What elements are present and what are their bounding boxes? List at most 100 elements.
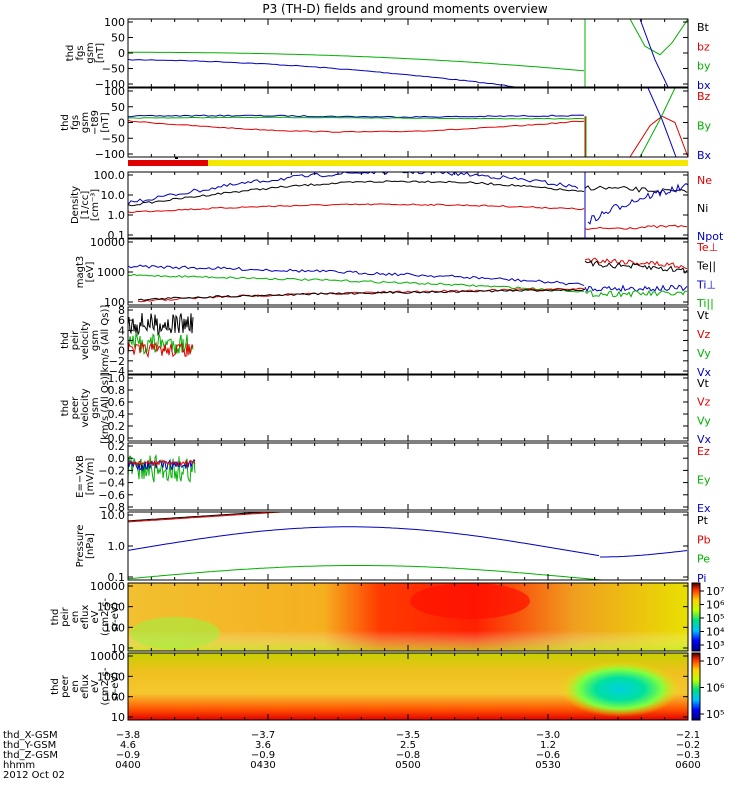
y-tick-label: 10 [111,711,125,724]
series-bx [128,58,520,87]
legend-entry: Bt [697,21,710,34]
series-Ti-perp-late [584,284,688,293]
plot-area-efield [128,453,196,483]
panel-frame [127,374,689,442]
panel-fgs_t89: 100 50 0 −50 −100 thd fgs gsm −t89 [nT] Bz By Bx [60,85,712,162]
y-tick-label: 0.0 [108,432,126,445]
y-axis-label: peir [60,606,71,626]
colorbar-label: 10⁷ [706,585,724,598]
xaxis-value: 1.2 [540,740,556,751]
y-tick-label: 10.0 [101,189,126,202]
y-axis-label: Density [70,186,81,224]
y-axis-label: thd [60,400,71,417]
xaxis-row-label: thd_X-GSM [3,730,58,741]
plot-area-fgs_t89 [128,88,688,157]
series-Bx-late [647,88,677,157]
colorbar-label: 10⁵ [706,708,724,721]
series-Ne [128,203,585,214]
series-Npot-late [587,182,688,225]
xaxis-value: 2.5 [400,740,416,751]
y-tick-label: 0 [118,345,125,358]
y-axis-label: velocity [80,321,91,360]
mode-bar-yellow [208,160,688,166]
y-axis-label: E=−VxB [75,455,86,498]
y-tick-label: 0.8 [108,384,126,397]
legend-entry: Pi [697,572,706,585]
panel-frame [127,238,689,306]
legend-entry: Pt [697,514,709,527]
legend-entry: By [697,120,712,133]
legend-entry: Npot [697,230,724,243]
series-by [128,51,585,72]
y-axis-label: eV [90,610,101,623]
legend-entry: Vy [697,414,711,427]
y-tick-label: −50 [102,63,125,76]
xaxis-row-label: hhmm [3,760,35,771]
xaxis-value: −0.8 [396,750,420,761]
y-axis-label: sr-eV) [110,602,121,631]
panel-frame [127,306,689,375]
mode-bar [128,157,688,166]
y-axis-label: [cm⁻³] [90,189,101,221]
series-Pe [128,565,608,580]
legend-entry: Te⊥ [696,241,718,254]
panel-fgs: 100 50 0 −50 −100 thd fgs gsm [nT] Bt bz by bx [65,16,711,92]
series-Pi-late [600,550,688,558]
series-Ti-perp [128,264,585,287]
xaxis-value: −0.3 [676,750,700,761]
y-axis-label: thd [50,678,61,695]
y-tick-label: 1.0 [108,209,126,222]
y-tick-label: 0.2 [108,420,126,433]
xaxis-value: 4.6 [120,740,136,751]
panel-efield: 0.20.0−0.2−0.4−0.6−0.8 E=−VxB [mV/m] Ez Ey Ex [75,440,711,515]
series-Pi [128,526,600,557]
xaxis-value: 0500 [395,760,420,771]
y-tick-label: −50 [102,132,125,145]
panel-temp: 10000 1000 100 magt3 [eV] Te⊥ Te|| Ti⊥ Ti|| [75,236,718,310]
xaxis-value: 3.6 [255,740,271,751]
spectrogram-electrons-hole [560,661,680,717]
y-tick-label: 100 [104,16,125,29]
plot-area-fgs [128,19,688,87]
panel-peir_eflux: 10000 1000 100 10 thd peir en eflux eV (cm2-s-sr-… [50,580,725,655]
y-tick-label: 0 [118,47,125,60]
colorbar-label: 10³ [706,639,724,652]
spectrogram-ions-core [410,583,530,619]
y-tick-label: 8 [118,304,125,317]
y-tick-label: −100 [95,78,125,91]
y-tick-label: −0.2 [98,464,125,477]
y-tick-label: −4 [109,365,125,378]
y-tick-label: 1000 [97,670,125,683]
xaxis-value: 0430 [250,760,275,771]
series-By [128,116,585,120]
xaxis-value: −0.6 [536,750,560,761]
spectrogram-ions-low [128,583,688,651]
colorbar-label: 10⁷ [706,655,724,668]
y-tick-label: −100 [95,148,125,161]
xaxis-value: −3.5 [396,730,420,741]
series-Ni-late [584,185,688,194]
figure-title: P3 (TH-D) fields and ground moments over… [262,2,547,16]
legend-entry: Bz [697,90,711,103]
series-Ne-late [584,224,688,231]
xaxis-value: −2.1 [676,730,700,741]
xaxis-value: −3.0 [536,730,560,741]
y-tick-label: 4 [118,324,125,337]
plot-area-temp [128,257,688,303]
y-axis-label: thd [60,332,71,349]
panel-frame [127,442,689,511]
y-axis-label: magt3 [75,256,86,289]
y-tick-label: 0.1 [108,571,126,584]
spectrogram-ions-patch [130,617,220,649]
y-axis-label: (cm2-s- [100,598,111,636]
y-axis-label: [eV] [85,262,96,283]
xaxis-value: 0600 [675,760,700,771]
y-axis-label: fgs [75,45,86,60]
series-Pt [128,512,274,522]
plot-area-peir_eflux [128,583,688,651]
y-tick-label: −2 [109,355,125,368]
plot-area-peer_eflux [128,653,688,720]
y-axis-label: [nPa] [85,533,96,559]
colorbar-label: 10⁵ [706,612,724,625]
y-tick-label: 10000 [90,580,125,593]
